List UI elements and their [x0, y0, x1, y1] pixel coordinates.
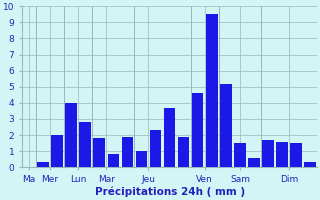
Bar: [234, 143, 246, 167]
Bar: [108, 154, 119, 167]
Bar: [248, 158, 260, 167]
Bar: [79, 122, 91, 167]
Bar: [178, 137, 189, 167]
Bar: [220, 84, 232, 167]
Bar: [164, 108, 175, 167]
Bar: [304, 162, 316, 167]
Bar: [37, 162, 49, 167]
Bar: [206, 14, 218, 167]
Bar: [51, 135, 63, 167]
Bar: [192, 93, 204, 167]
Bar: [93, 138, 105, 167]
Bar: [65, 103, 77, 167]
Bar: [122, 137, 133, 167]
Bar: [136, 151, 147, 167]
X-axis label: Précipitations 24h ( mm ): Précipitations 24h ( mm ): [94, 187, 244, 197]
Bar: [150, 130, 161, 167]
Bar: [262, 140, 274, 167]
Bar: [290, 143, 302, 167]
Bar: [276, 142, 288, 167]
